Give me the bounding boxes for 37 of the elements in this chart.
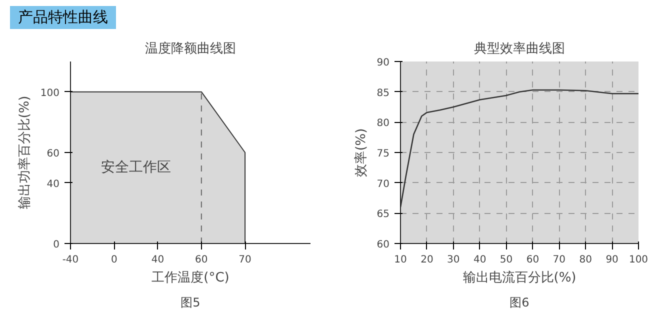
- x-tick-label: 0: [110, 254, 118, 266]
- x-tick-label: -40: [62, 254, 79, 266]
- x-tick-label: 60: [195, 254, 208, 266]
- x-tick-label: 90: [606, 254, 618, 266]
- x-tick-label: 70: [552, 254, 566, 266]
- annotation: 安全工作区: [100, 160, 171, 176]
- y-tick-label: 100: [40, 88, 60, 100]
- x-tick-label: 80: [579, 254, 592, 266]
- x-tick-label: 40: [473, 254, 486, 266]
- y-tick-label: 60: [376, 240, 390, 251]
- caption: 图5: [180, 296, 200, 310]
- y-tick-label: 90: [376, 58, 390, 69]
- x-tick-label: 10: [394, 254, 407, 266]
- x-tick-label: 50: [500, 254, 513, 266]
- y-tick-label: 60: [46, 148, 60, 160]
- x-tick-label: 30: [447, 254, 460, 266]
- x-tick-label: 60: [526, 254, 540, 266]
- chart-title: 典型效率曲线图: [474, 40, 565, 57]
- x-tick-label: 70: [238, 254, 252, 266]
- text: 产品特性曲线: [18, 7, 108, 28]
- x-tick-label: 100: [628, 254, 648, 266]
- y-tick-label: 70: [376, 179, 390, 190]
- x-tick-label: 20: [420, 254, 434, 266]
- x-axis-title: 输出电流百分比(%): [462, 270, 576, 286]
- caption: 图6: [510, 296, 530, 310]
- y-tick-label: 80: [376, 118, 390, 130]
- y-axis-title: 输出功率百分比(%): [16, 96, 32, 210]
- x-tick-label: 40: [151, 254, 164, 266]
- y-tick-label: 65: [376, 210, 390, 221]
- y-tick-label: 75: [376, 148, 390, 160]
- y-axis-title: 效率(%): [352, 128, 369, 178]
- line-series: [400, 90, 638, 208]
- y-tick-label: 85: [376, 88, 390, 100]
- x-axis-title: 工作温度(°C): [152, 270, 230, 286]
- chart-title: 温度降额曲线图: [145, 40, 236, 57]
- y-tick-label: 0: [53, 240, 60, 251]
- y-tick-label: 40: [46, 179, 60, 190]
